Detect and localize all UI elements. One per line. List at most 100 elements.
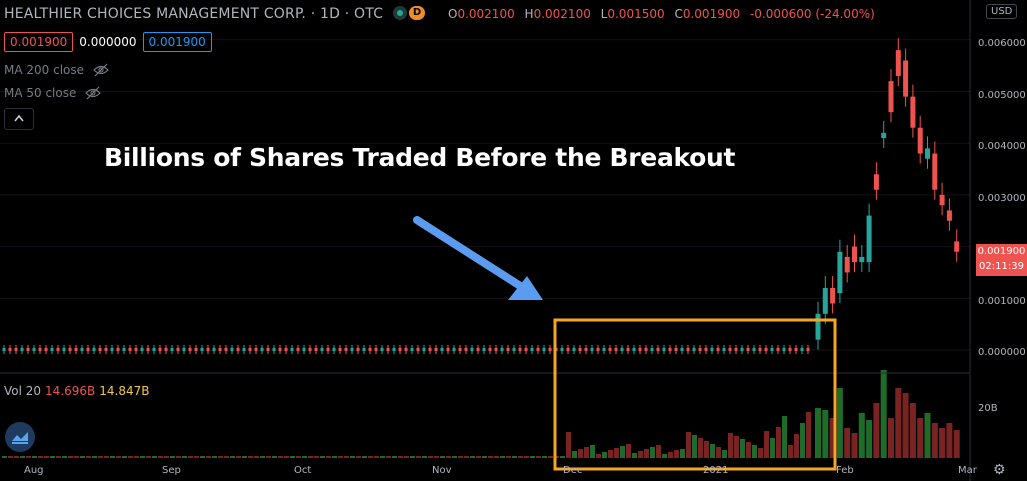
volume-bar bbox=[116, 456, 121, 458]
sell-price-button[interactable]: 0.001900 bbox=[4, 32, 74, 52]
price-candle bbox=[782, 348, 786, 351]
bar-countdown: 02:11:39 bbox=[979, 261, 1024, 272]
price-candle bbox=[632, 348, 636, 351]
price-candle bbox=[770, 348, 774, 351]
price-candle bbox=[932, 153, 938, 190]
volume-bar bbox=[26, 456, 31, 458]
volume-bar bbox=[56, 456, 61, 458]
last-price-tag: 0.001900 02:11:39 bbox=[976, 244, 1027, 276]
price-candle bbox=[2, 348, 6, 351]
volume-bar bbox=[542, 456, 547, 458]
price-candle bbox=[954, 241, 960, 252]
x-tick: Aug bbox=[24, 465, 44, 476]
volume-bar bbox=[692, 435, 697, 458]
price-candle bbox=[644, 348, 648, 351]
price-candle bbox=[362, 348, 366, 351]
price-candle bbox=[38, 348, 42, 351]
price-candle bbox=[152, 348, 156, 351]
settings-gear-icon[interactable]: ⚙ bbox=[993, 462, 1006, 478]
volume-bar bbox=[656, 445, 661, 458]
hidden-eye-icon[interactable] bbox=[84, 86, 102, 100]
price-candle bbox=[254, 348, 258, 351]
volume-bar bbox=[368, 456, 373, 458]
volume-bar bbox=[710, 444, 715, 458]
volume-bar bbox=[782, 416, 787, 458]
symbol-title[interactable]: HEALTHIER CHOICES MANAGEMENT CORP. · 1D … bbox=[4, 6, 384, 22]
volume-bar bbox=[470, 456, 475, 458]
volume-bar bbox=[924, 413, 931, 458]
x-tick: Mar bbox=[958, 465, 977, 476]
price-candle bbox=[200, 348, 204, 351]
price-candle bbox=[506, 348, 510, 351]
volume-bar bbox=[308, 456, 313, 458]
volume-bar bbox=[374, 456, 379, 458]
y-tick: 0.003000 bbox=[978, 193, 1026, 204]
volume-bar bbox=[746, 442, 751, 458]
volume-bar bbox=[398, 456, 403, 458]
volume-bar bbox=[248, 456, 253, 458]
price-candle bbox=[272, 348, 276, 351]
indicator-ma50[interactable]: MA 50 close bbox=[4, 86, 102, 100]
hidden-eye-icon[interactable] bbox=[92, 63, 110, 77]
volume-bar bbox=[686, 432, 691, 458]
volume-bar bbox=[350, 456, 355, 458]
low-value: 0.001500 bbox=[607, 7, 665, 21]
price-candle bbox=[8, 348, 12, 351]
volume-bar bbox=[476, 456, 481, 458]
volume-bar bbox=[182, 456, 187, 458]
high-value: 0.002100 bbox=[533, 7, 591, 21]
volume-bar bbox=[446, 456, 451, 458]
price-candle bbox=[518, 348, 522, 351]
buy-price-button[interactable]: 0.001900 bbox=[142, 32, 212, 52]
high-key: H bbox=[524, 7, 534, 21]
price-candle bbox=[416, 348, 420, 351]
market-status-icon[interactable] bbox=[393, 6, 407, 20]
volume-bar bbox=[98, 456, 103, 458]
price-candle bbox=[44, 348, 48, 351]
volume-bar bbox=[858, 413, 865, 458]
currency-label[interactable]: USD bbox=[986, 4, 1018, 19]
volume-bar bbox=[844, 428, 851, 458]
volume-bar bbox=[488, 456, 493, 458]
y-tick: 0.001000 bbox=[978, 296, 1026, 307]
price-candle bbox=[122, 348, 126, 351]
collapse-legend-button[interactable] bbox=[4, 108, 34, 130]
x-tick: Feb bbox=[836, 465, 854, 476]
price-candle bbox=[434, 348, 438, 351]
volume-bar bbox=[578, 449, 583, 458]
volume-bar bbox=[128, 456, 133, 458]
price-candle bbox=[302, 348, 306, 351]
volume-bar bbox=[176, 456, 181, 458]
volume-bar bbox=[62, 456, 67, 458]
price-candle bbox=[910, 96, 916, 128]
volume-bar bbox=[284, 456, 289, 458]
volume-bar bbox=[272, 456, 277, 458]
price-candle bbox=[14, 348, 18, 351]
price-candle bbox=[398, 348, 402, 351]
volume-bar bbox=[218, 456, 223, 458]
price-candle bbox=[614, 348, 618, 351]
price-candle bbox=[410, 348, 414, 351]
price-candle bbox=[170, 348, 174, 351]
volume-bar bbox=[680, 449, 685, 458]
y-tick: 0.000000 bbox=[978, 347, 1026, 358]
price-candle bbox=[266, 348, 270, 351]
volume-bar bbox=[50, 456, 55, 458]
volume-bar bbox=[362, 456, 367, 458]
volume-bar bbox=[440, 456, 445, 458]
data-delay-badge[interactable]: D bbox=[409, 6, 425, 20]
price-candle bbox=[740, 348, 744, 351]
price-candle bbox=[224, 348, 228, 351]
price-candle bbox=[895, 50, 901, 76]
price-candle bbox=[320, 348, 324, 351]
volume-bar bbox=[822, 410, 829, 458]
price-candle bbox=[56, 348, 60, 351]
price-candle bbox=[308, 348, 312, 351]
price-candle bbox=[248, 348, 252, 351]
volume-bar bbox=[632, 453, 637, 458]
tradingview-logo[interactable] bbox=[5, 422, 35, 452]
indicator-ma200[interactable]: MA 200 close bbox=[4, 63, 110, 77]
volume-bar bbox=[452, 456, 457, 458]
volume-bar bbox=[422, 456, 427, 458]
